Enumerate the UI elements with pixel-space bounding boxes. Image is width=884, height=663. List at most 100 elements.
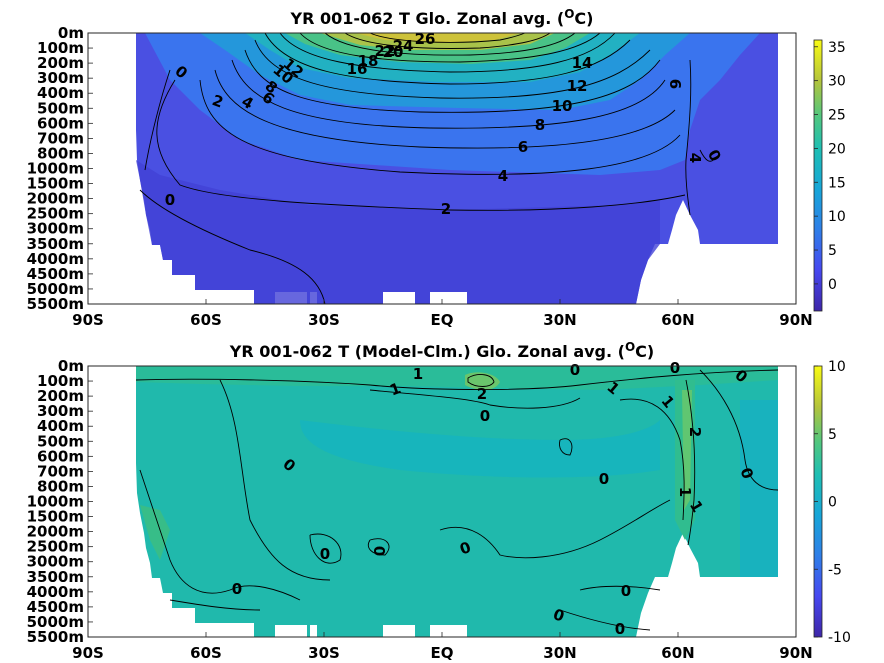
- y-tick-label: 1500m: [27, 508, 84, 526]
- contour-label: 4: [686, 153, 704, 163]
- y-tick-label: 600m: [37, 114, 84, 132]
- y-tick-label: 2500m: [27, 538, 84, 556]
- y-axis-2: 0m100m200m300m400m500m600m700m800m1000m1…: [27, 357, 93, 646]
- y-tick-label: 2500m: [27, 205, 84, 223]
- x-tick-label: 30S: [308, 311, 340, 329]
- x-tick-label: 90S: [72, 644, 104, 662]
- panel-temperature: YR 001-062 T Glo. Zonal avg. (OC): [27, 7, 846, 329]
- contour-label: 14: [572, 54, 593, 72]
- colorbar-tick-label: 30: [828, 74, 846, 90]
- chart-title-2: YR 001-062 T (Model-Clm.) Glo. Zonal avg…: [229, 340, 654, 361]
- x-tick-label: EQ: [431, 311, 454, 329]
- y-tick-label: 1000m: [27, 493, 84, 511]
- contour-label: 12: [567, 77, 588, 95]
- y-tick-label: 3000m: [27, 220, 84, 238]
- y-tick-label: 3500m: [27, 235, 84, 253]
- x-tick-label: 60S: [190, 644, 222, 662]
- y-tick-label: 4000m: [27, 583, 84, 601]
- contour-lines-1: [139, 32, 716, 305]
- contour-label: 8: [535, 116, 545, 134]
- colorbar-tick-label: 25: [828, 108, 846, 124]
- x-tick-label: 60N: [661, 644, 694, 662]
- x-axis-2: 90S 60S 30S EQ 30N 60N 90N: [72, 632, 813, 662]
- contour-label: 10: [552, 97, 573, 115]
- y-tick-label: 100m: [37, 39, 84, 57]
- contour-label: 4: [498, 167, 508, 185]
- y-tick-label: 2000m: [27, 523, 84, 541]
- colorbar-1: [813, 39, 823, 312]
- colorbar-tick-label: 0: [828, 495, 837, 511]
- y-tick-label: 600m: [37, 447, 84, 465]
- x-tick-label: 90N: [779, 644, 812, 662]
- y-tick-label: 4000m: [27, 250, 84, 268]
- x-tick-label: 30N: [543, 644, 576, 662]
- y-tick-label: 5500m: [27, 295, 84, 313]
- y-tick-label: 700m: [37, 462, 84, 480]
- colorbar-tick-label: 10: [828, 209, 846, 225]
- colorbar-tick-label: 5: [828, 427, 837, 443]
- y-tick-label: 5000m: [27, 280, 84, 298]
- y-tick-label: 400m: [37, 84, 84, 102]
- y-tick-label: 4500m: [27, 598, 84, 616]
- colorbar-tick-label: 35: [828, 40, 846, 56]
- colorbar-tick-label: -5: [828, 562, 842, 578]
- y-tick-label: 500m: [37, 99, 84, 117]
- contour-label: 6: [518, 138, 528, 156]
- contour-label: 2: [477, 385, 487, 403]
- y-tick-label: 0m: [58, 24, 84, 42]
- colorbar-tick-label: 0: [828, 277, 837, 293]
- y-tick-label: 200m: [37, 54, 84, 72]
- y-tick-label: 3000m: [27, 553, 84, 571]
- colorbar-ticks-2: 10 5 0 -5 -10: [814, 359, 851, 646]
- contour-label: 6: [666, 79, 684, 89]
- y-tick-label: 100m: [37, 372, 84, 390]
- contour-label: 0: [570, 361, 580, 379]
- y-tick-label: 300m: [37, 402, 84, 420]
- contour-label: 0: [371, 546, 389, 556]
- contour-label: 26: [415, 30, 436, 48]
- y-tick-label: 800m: [37, 477, 84, 495]
- y-tick-label: 3500m: [27, 568, 84, 586]
- chart-title-1: YR 001-062 T Glo. Zonal avg. (OC): [290, 7, 594, 28]
- contour-label: 0: [621, 582, 631, 600]
- colorbar-tick-label: 15: [828, 175, 846, 191]
- y-tick-label: 0m: [58, 357, 84, 375]
- ocean-field-2: [136, 366, 778, 637]
- y-tick-label: 1500m: [27, 175, 84, 193]
- contour-label: 16: [347, 60, 368, 78]
- x-tick-label: 60S: [190, 311, 222, 329]
- x-tick-label: 90N: [779, 311, 812, 329]
- contour-label: 0: [670, 359, 680, 377]
- x-tick-label: 90S: [72, 311, 104, 329]
- x-tick-label: 30S: [308, 644, 340, 662]
- x-tick-label: 30N: [543, 311, 576, 329]
- contour-label: 1: [676, 487, 694, 497]
- contour-label: 0: [232, 580, 242, 598]
- y-tick-label: 800m: [37, 144, 84, 162]
- contour-label: 2: [686, 427, 704, 437]
- x-tick-label: 60N: [661, 311, 694, 329]
- colorbar-tick-label: 10: [828, 359, 846, 375]
- panel-difference: YR 001-062 T (Model-Clm.) Glo. Zonal avg…: [27, 340, 851, 662]
- y-tick-label: 400m: [37, 417, 84, 435]
- x-tick-label: EQ: [431, 644, 454, 662]
- contour-label: 1: [413, 365, 423, 383]
- contour-label: 24: [393, 37, 414, 55]
- y-tick-label: 300m: [37, 69, 84, 87]
- colorbar-tick-label: -10: [828, 630, 851, 646]
- contour-label: 20: [383, 43, 404, 61]
- contour-lines-2: [135, 369, 779, 631]
- y-tick-label: 5000m: [27, 613, 84, 631]
- y-tick-label: 500m: [37, 432, 84, 450]
- y-tick-label: 200m: [37, 387, 84, 405]
- colorbar-tick-label: 20: [828, 141, 846, 157]
- colorbar-ticks-1: 35 30 25 20 15 10 5 0: [814, 40, 846, 293]
- contour-label: 0: [599, 470, 609, 488]
- y-tick-label: 5500m: [27, 628, 84, 646]
- y-tick-label: 2000m: [27, 190, 84, 208]
- contour-label: 0: [320, 545, 330, 563]
- contour-label: 0: [615, 620, 625, 638]
- y-axis-1: 0m100m200m300m400m500m600m700m800m1000m1…: [27, 24, 93, 313]
- contour-label: 0: [165, 191, 175, 209]
